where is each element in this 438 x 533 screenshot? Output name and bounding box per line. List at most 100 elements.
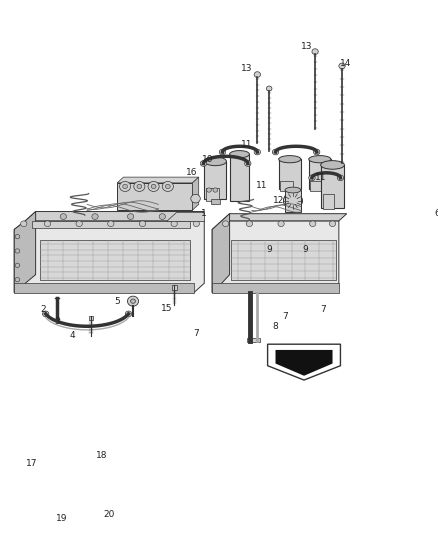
Text: 13: 13 [241, 63, 253, 72]
Circle shape [166, 184, 170, 189]
FancyBboxPatch shape [321, 165, 344, 208]
Circle shape [148, 181, 159, 191]
Circle shape [339, 63, 345, 69]
Polygon shape [103, 453, 117, 465]
Polygon shape [62, 443, 68, 452]
Circle shape [15, 278, 20, 282]
Circle shape [283, 192, 302, 209]
Circle shape [159, 214, 166, 220]
Circle shape [309, 175, 315, 181]
Circle shape [127, 214, 134, 220]
Circle shape [254, 149, 261, 155]
FancyBboxPatch shape [280, 181, 293, 191]
Text: 7: 7 [282, 312, 288, 321]
Circle shape [245, 160, 251, 166]
Text: 11: 11 [241, 140, 253, 149]
Polygon shape [212, 221, 339, 293]
Circle shape [223, 221, 229, 227]
Ellipse shape [279, 156, 301, 163]
Text: 16: 16 [186, 167, 198, 176]
Polygon shape [14, 221, 204, 293]
Ellipse shape [230, 151, 249, 158]
Circle shape [312, 49, 318, 54]
Text: 12: 12 [273, 196, 284, 205]
Circle shape [288, 197, 298, 205]
Text: 4: 4 [70, 331, 76, 340]
Polygon shape [88, 316, 93, 320]
Circle shape [92, 214, 98, 220]
Circle shape [337, 175, 343, 181]
Ellipse shape [285, 187, 301, 193]
Polygon shape [212, 283, 339, 293]
FancyBboxPatch shape [117, 183, 192, 210]
Circle shape [200, 160, 207, 166]
Circle shape [76, 221, 82, 227]
Circle shape [44, 221, 51, 227]
Circle shape [127, 296, 138, 306]
Text: 7: 7 [194, 329, 199, 338]
Circle shape [246, 221, 253, 227]
Polygon shape [14, 432, 54, 466]
Text: 13: 13 [301, 42, 313, 51]
FancyBboxPatch shape [279, 159, 301, 189]
FancyBboxPatch shape [230, 154, 249, 201]
Text: 6: 6 [434, 209, 438, 218]
Polygon shape [166, 212, 204, 221]
FancyBboxPatch shape [309, 159, 331, 189]
Ellipse shape [204, 157, 226, 166]
FancyBboxPatch shape [323, 193, 334, 209]
Circle shape [151, 184, 156, 189]
Circle shape [314, 149, 320, 155]
Polygon shape [14, 432, 54, 438]
Polygon shape [32, 221, 190, 228]
Text: 11: 11 [315, 173, 326, 182]
Polygon shape [211, 199, 220, 204]
Circle shape [191, 195, 200, 203]
Circle shape [207, 188, 212, 192]
Circle shape [15, 263, 20, 268]
Circle shape [310, 221, 316, 227]
Circle shape [213, 188, 218, 192]
Text: 10: 10 [201, 155, 213, 164]
Ellipse shape [309, 156, 331, 163]
Circle shape [193, 221, 200, 227]
FancyBboxPatch shape [285, 190, 301, 212]
Polygon shape [39, 240, 190, 280]
Polygon shape [276, 350, 332, 376]
Polygon shape [172, 285, 177, 290]
Circle shape [60, 214, 67, 220]
Circle shape [137, 184, 142, 189]
Text: 20: 20 [103, 511, 115, 519]
Polygon shape [25, 212, 204, 221]
Circle shape [108, 221, 114, 227]
FancyBboxPatch shape [247, 338, 260, 342]
Circle shape [266, 86, 272, 91]
Circle shape [272, 149, 279, 155]
Text: 15: 15 [160, 304, 172, 313]
Text: 5: 5 [114, 297, 120, 305]
Circle shape [131, 299, 135, 303]
Polygon shape [212, 214, 230, 293]
Circle shape [139, 221, 146, 227]
Circle shape [329, 221, 336, 227]
Polygon shape [231, 240, 336, 280]
Circle shape [15, 249, 20, 253]
Circle shape [123, 184, 127, 189]
Circle shape [42, 311, 49, 317]
Text: 9: 9 [302, 245, 307, 254]
Text: 19: 19 [56, 514, 67, 523]
Text: 7: 7 [320, 305, 326, 314]
Polygon shape [14, 283, 194, 293]
Circle shape [15, 235, 20, 239]
Text: 14: 14 [340, 59, 352, 68]
Circle shape [162, 181, 173, 191]
Polygon shape [117, 177, 199, 183]
Circle shape [254, 72, 261, 77]
FancyBboxPatch shape [204, 161, 226, 199]
FancyBboxPatch shape [311, 181, 323, 191]
FancyBboxPatch shape [206, 188, 219, 201]
Text: 9: 9 [266, 245, 272, 254]
Circle shape [278, 221, 284, 227]
Circle shape [219, 149, 226, 155]
Circle shape [134, 181, 145, 191]
